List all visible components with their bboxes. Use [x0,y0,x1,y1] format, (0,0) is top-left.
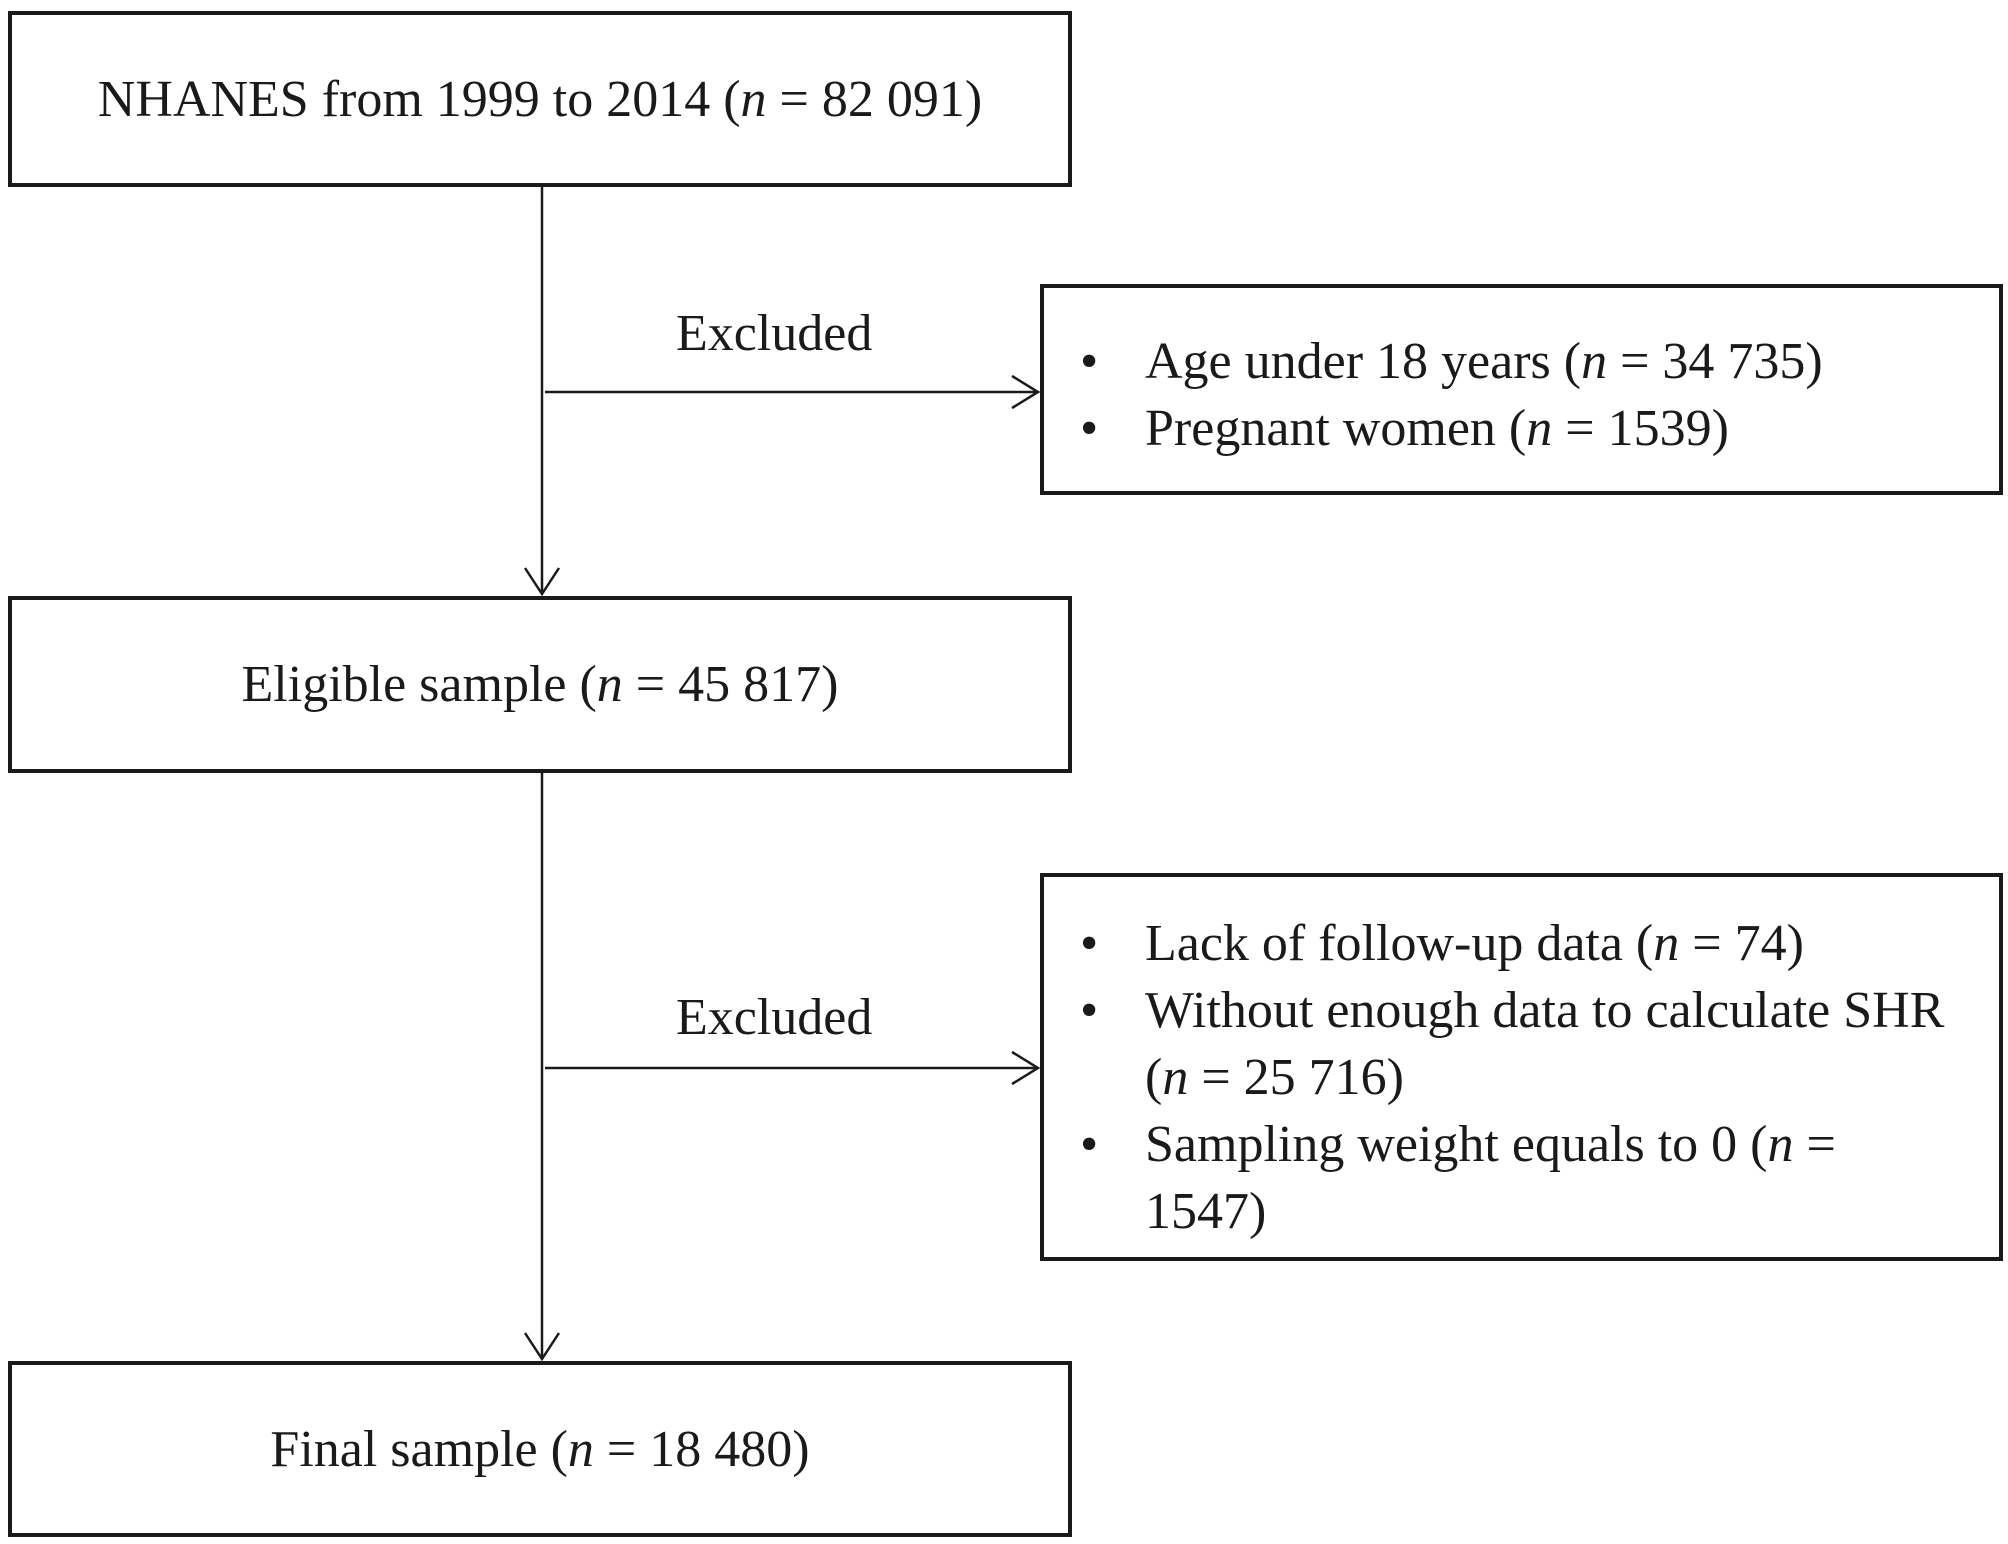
exclusion-2-item: • Lack of follow-up data (n = 74) [1044,910,1999,977]
exclusion-2-item: • Sampling weight equals to 0 (n = 1547) [1044,1111,1999,1245]
bullet-icon: • [1080,333,1099,390]
exclusion-1-list: • Age under 18 years (n = 34 735) • Preg… [1044,328,1999,462]
arrowhead-final [523,1332,561,1362]
initial-population-text: NHANES from 1999 to 2014 (n = 82 091) [97,70,983,128]
arrowhead-exclusion-1 [1011,374,1041,410]
exclusion-1-label: Excluded [676,305,873,362]
bullet-icon: • [1080,1116,1099,1173]
box-exclusion-2: • Lack of follow-up data (n = 74) • With… [1040,873,2003,1261]
exclusion-2-list: • Lack of follow-up data (n = 74) • With… [1044,910,1999,1245]
eligible-sample-text: Eligible sample (n = 45 817) [241,656,839,713]
exclusion-1-item: • Age under 18 years (n = 34 735) [1044,328,1999,395]
bullet-icon: • [1080,400,1099,457]
final-sample-text: Final sample (n = 18 480) [270,1420,810,1478]
box-initial-population: NHANES from 1999 to 2014 (n = 82 091) [8,11,1072,187]
box-final-sample: Final sample (n = 18 480) [8,1361,1072,1537]
arrowhead-eligible [523,567,561,597]
exclusion-2-label: Excluded [676,989,873,1046]
box-exclusion-1: • Age under 18 years (n = 34 735) • Preg… [1040,284,2003,495]
exclusion-2-item: • Without enough data to calculate SHR (… [1044,977,1999,1111]
bullet-icon: • [1080,915,1099,972]
exclusion-1-item: • Pregnant women (n = 1539) [1044,395,1999,462]
box-eligible-sample: Eligible sample (n = 45 817) [8,596,1072,773]
arrowhead-exclusion-2 [1011,1050,1041,1086]
bullet-icon: • [1080,982,1099,1039]
